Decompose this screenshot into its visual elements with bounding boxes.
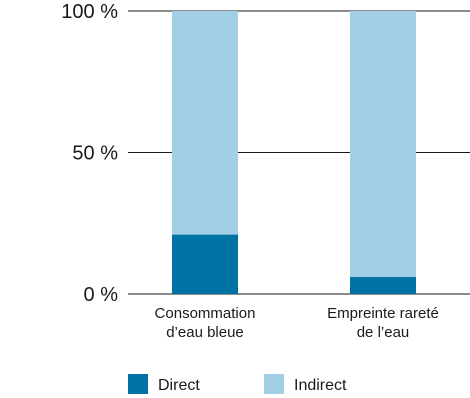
y-axis-ticks: 0 % 50 % 100 % (61, 1, 118, 306)
legend-label-direct: Direct (158, 377, 200, 394)
category-label: Consommation (155, 305, 256, 322)
y-tick-label: 0 % (84, 284, 119, 306)
legend: Direct Indirect (128, 374, 347, 394)
bar-indirect-1 (350, 11, 416, 278)
legend-swatch-indirect (264, 374, 284, 394)
category-label: Empreinte rareté (327, 305, 439, 322)
category-label: de l’eau (357, 324, 410, 341)
bar-direct-0 (172, 234, 238, 294)
category-label: d’eau bleue (166, 324, 244, 341)
y-tick-label: 50 % (72, 143, 118, 165)
x-axis-categories: Consommation d’eau bleue Empreinte rareté d… (155, 305, 439, 341)
y-tick-label: 100 % (61, 1, 118, 23)
legend-label-indirect: Indirect (294, 377, 347, 394)
bar-direct-1 (350, 277, 416, 294)
bar-indirect-0 (172, 11, 238, 235)
bar-layer (172, 11, 416, 294)
legend-swatch-direct (128, 374, 148, 394)
